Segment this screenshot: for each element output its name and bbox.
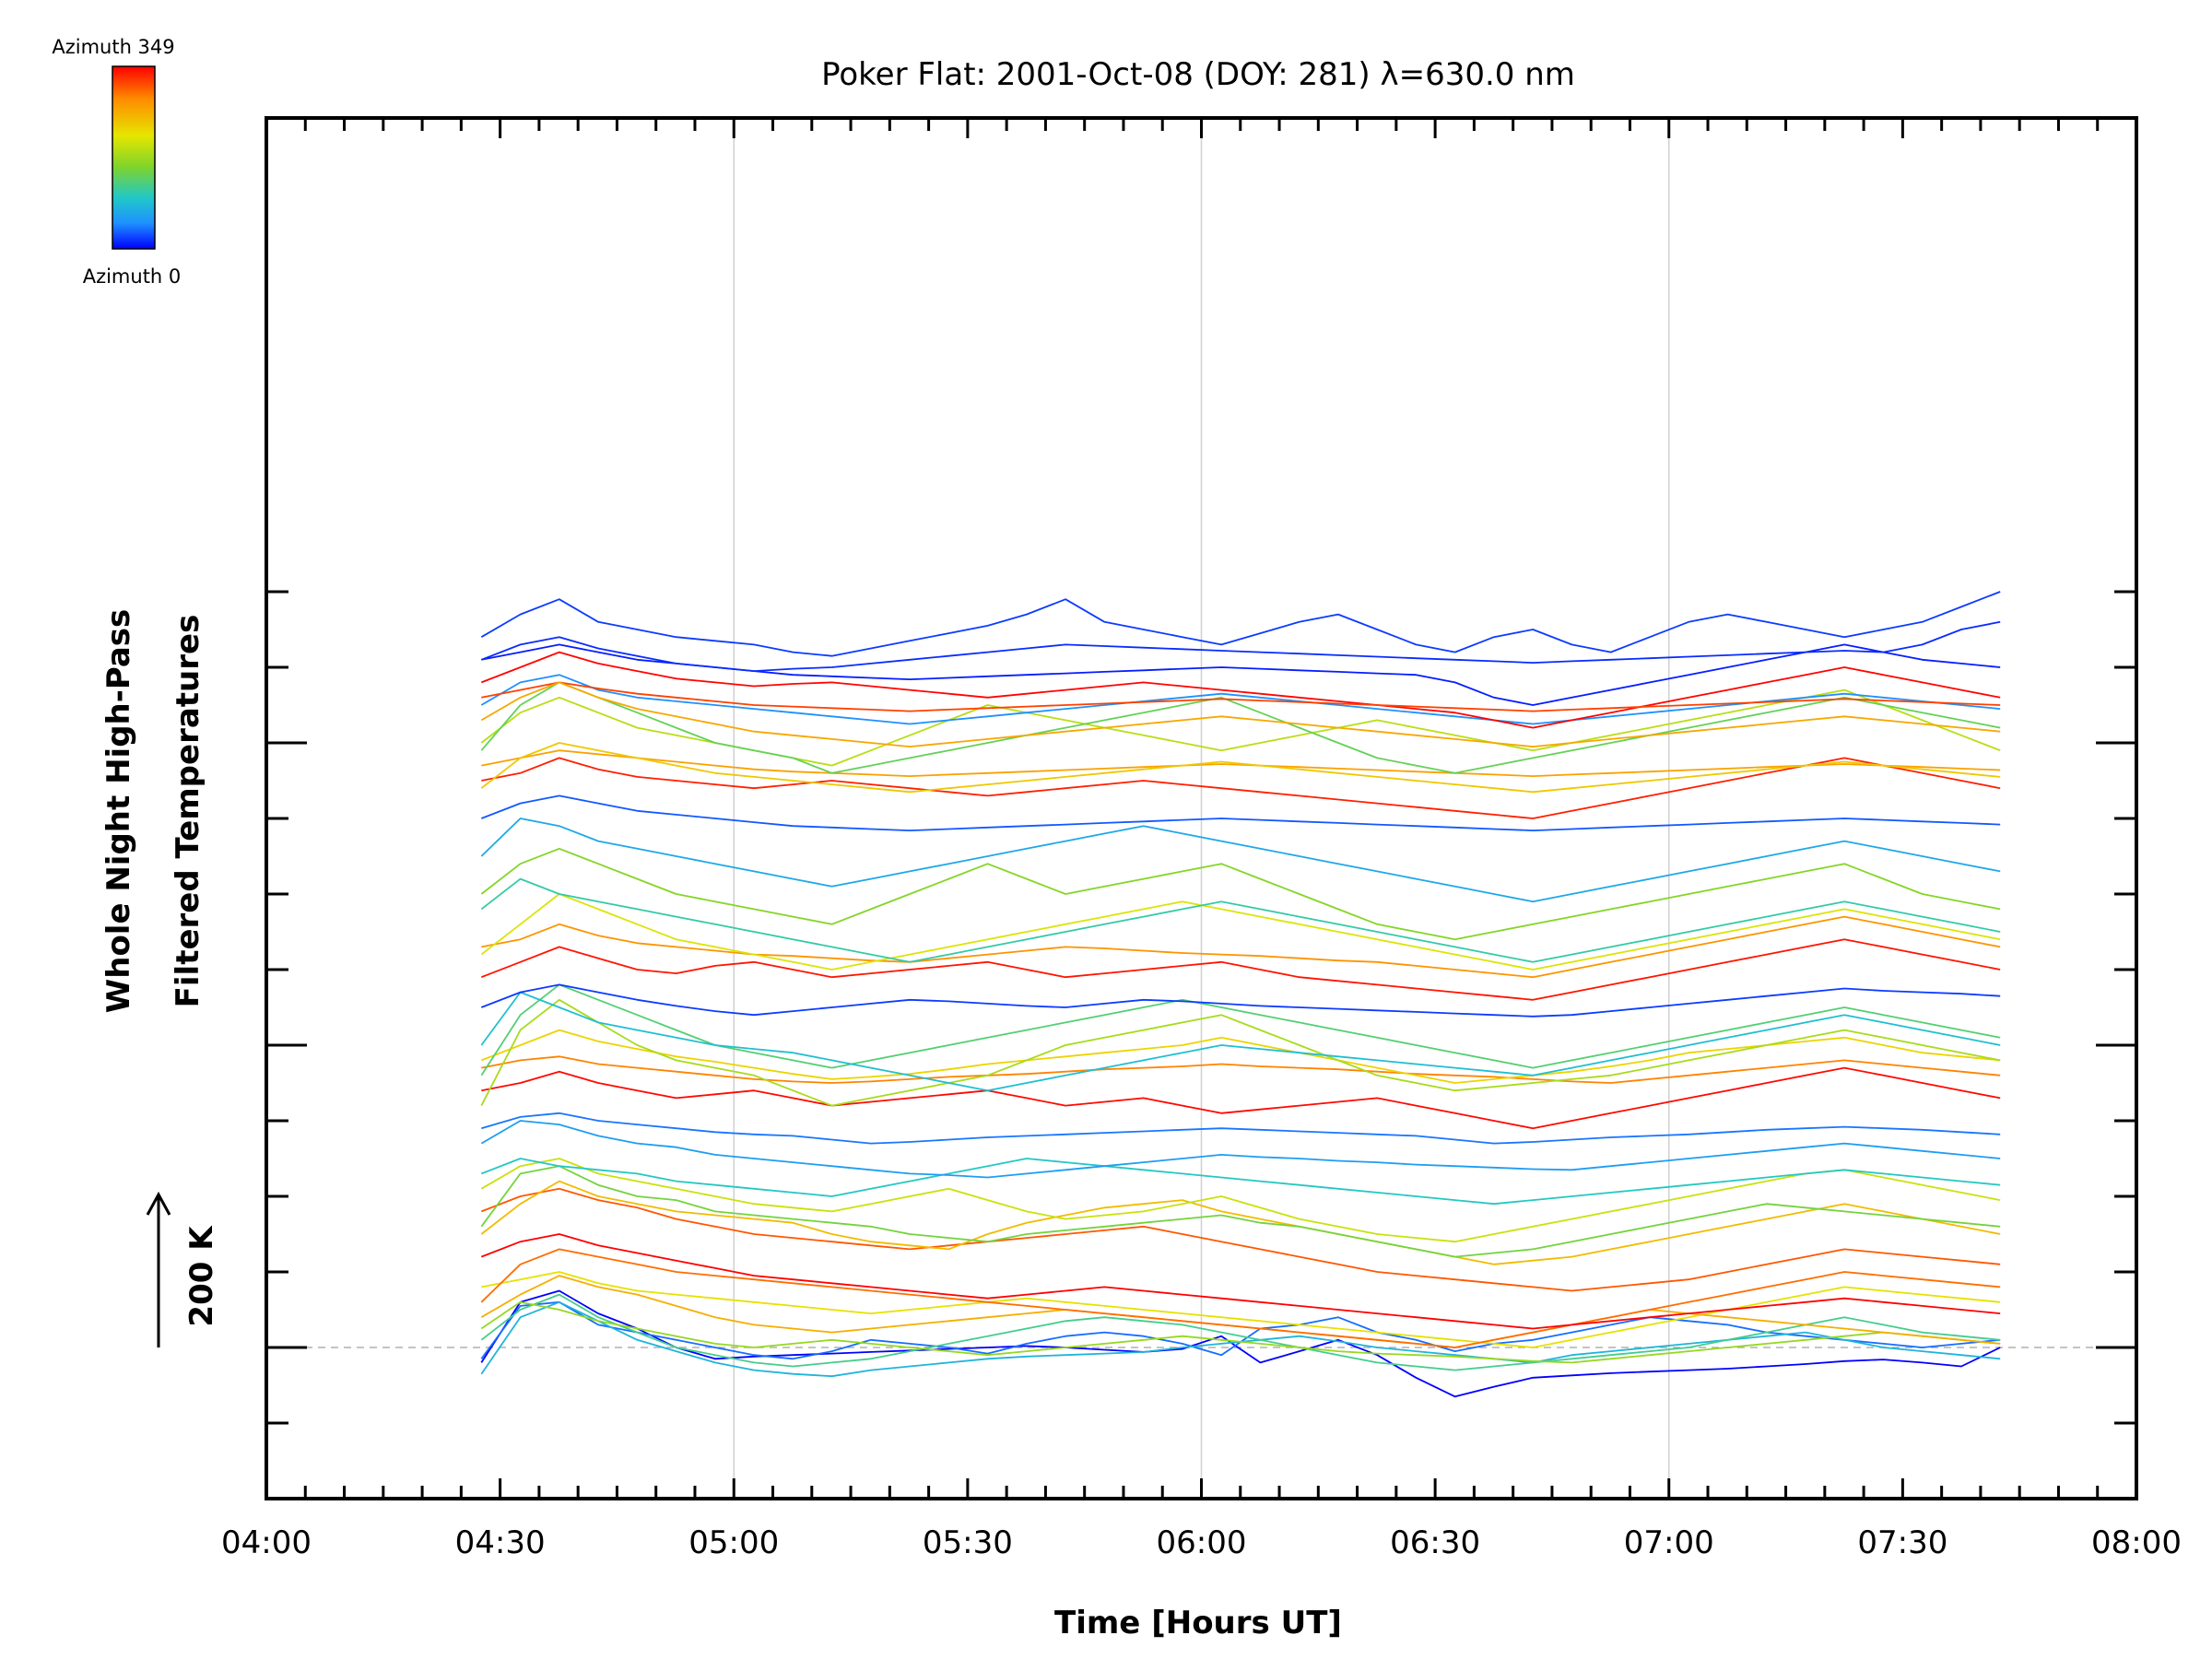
y-axis-title-line-2: Filtered Temperatures [170,615,206,1008]
y-axis-title-line-1: Whole Night High-Pass [100,609,137,1014]
x-tick-label: 04:00 [221,1524,312,1561]
x-tick-label: 07:00 [1624,1524,1714,1561]
series-line-24 [481,915,2001,979]
scale-indicator: 200 K [146,1191,220,1347]
series-line-8 [480,1233,2001,1330]
series-line-41 [480,620,2001,672]
series-line-32 [480,742,2001,794]
x-tick-label: 06:30 [1390,1524,1480,1561]
series-line-13 [480,1158,2001,1206]
series-line-39 [480,681,2001,747]
series-line-19 [480,998,2001,1107]
series-line-29 [480,794,2001,831]
series-line-10 [480,1180,2001,1265]
x-tick-label: 08:00 [2091,1524,2182,1561]
series-line-20 [480,983,2001,1077]
series-line-38 [481,681,2001,712]
series-line-27 [480,877,2001,963]
x-tick-label: 05:00 [688,1524,779,1561]
series-line-28 [480,818,2001,903]
series-line-3 [480,1293,2001,1371]
series-line-9 [480,1187,2001,1292]
colorbar-top-label: Azimuth 349 [52,36,174,58]
series-line-15 [481,1112,2001,1145]
gridlines [266,118,2136,1499]
colorbar-bottom-label: Azimuth 0 [83,265,182,288]
x-tick-label: 07:30 [1857,1524,1947,1561]
series-line-26 [480,847,2001,941]
axis-ticks [265,118,2138,1499]
series-line-4 [480,1300,2001,1364]
x-axis-title: Time [Hours UT] [1054,1605,1342,1641]
series-line-12 [480,1165,2001,1258]
series-line-30 [481,757,2001,819]
series-line-7 [480,1248,2001,1348]
series-line-37 [480,651,2001,729]
series-line-0 [480,1289,2001,1398]
series-line-17 [481,1055,2001,1084]
series-line-23 [480,938,2001,1001]
series-line-14 [480,1120,2001,1179]
x-tick-label: 06:00 [1157,1524,1247,1561]
series-line-22 [480,983,2001,1018]
series-line-5 [481,1271,2001,1348]
chart-title: Poker Flat: 2001-Oct-08 (DOY: 281) λ=630… [821,56,1575,93]
series-line-11 [480,1158,2001,1243]
x-tick-labels: 04:00 04:30 05:00 05:30 06:00 06:30 07:00 07:30… [221,1524,2182,1561]
series-line-16 [481,1066,2001,1130]
series-line-21 [480,991,2001,1092]
series-line-25 [480,893,2001,971]
scale-label: 200 K [183,1225,220,1327]
scale-arrow-icon [146,1191,171,1216]
colorbar: Azimuth 349 Azimuth 0 [52,36,181,288]
series-lines [480,591,2001,1398]
series-line-2 [480,1300,2001,1378]
series-line-40 [480,591,2001,657]
series-line-18 [480,1029,2001,1084]
series-line-34 [480,681,2001,774]
colorbar-gradient [112,65,156,250]
x-tick-label: 04:30 [455,1524,546,1561]
x-tick-label: 05:30 [923,1524,1013,1561]
series-line-31 [481,749,2001,777]
